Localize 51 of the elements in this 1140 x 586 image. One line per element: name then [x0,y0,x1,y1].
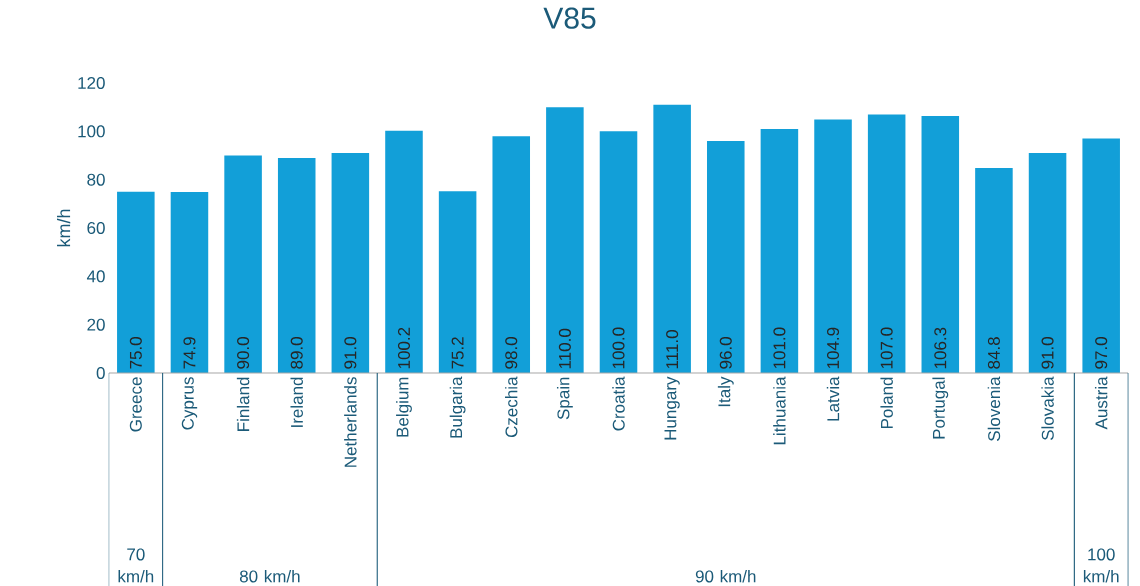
x-tick-label: Ireland [290,377,303,427]
x-tick-label: Croatia [612,376,625,431]
data-label: 90.0 [237,337,250,369]
y-tick-label: 0 [96,366,105,380]
data-label: 100.2 [397,327,411,369]
data-label: 110.0 [558,328,571,369]
x-tick-label: Italy [717,376,734,407]
x-tick-label: Spain [556,377,573,420]
data-label: 74.9 [183,337,196,369]
text: 70 km/h [118,548,154,583]
x-tick-label: Netherlands [344,377,357,467]
data-label: 104.9 [827,327,840,369]
data-label: 89.0 [290,337,303,369]
y-tick-label: 40 [86,270,105,283]
x-tick-label: Portugal [932,377,949,439]
data-label: 75.0 [129,337,142,369]
chart-title: V85 [543,7,596,29]
data-label: 107.0 [880,327,893,369]
y-tick-label: 20 [87,318,105,331]
data-label: 101.0 [773,327,786,369]
data-label: 96.0 [719,337,732,369]
text: 90 km/h [695,569,756,583]
y-axis-title: km/h [57,209,71,247]
data-label: 84.8 [987,337,1000,369]
x-tick-label: Czechia [505,376,518,438]
x-tick-label: Belgium [396,377,412,437]
x-tick-label: Hungary [664,376,680,440]
text: 80 km/h [239,569,300,583]
x-tick-label: Cyprus [181,377,198,430]
data-label: 100.0 [612,327,625,369]
y-tick-label: 120 [78,76,105,90]
data-label: 106.3 [934,327,947,369]
y-tick-label: 100 [78,125,105,138]
data-label: 75.2 [451,337,464,369]
x-tick-label: Slovenia [987,376,1001,441]
data-label: 111.0 [666,330,679,369]
x-tick-label: Greece [129,377,142,432]
x-tick-label: Bulgaria [449,376,466,438]
x-tick-label: Poland [880,377,893,429]
y-tick-label: 80 [87,173,105,186]
data-label: 97.0 [1095,337,1108,369]
data-label: 98.0 [505,337,518,369]
data-label: 91.0 [1041,337,1054,369]
y-tick-label: 60 [87,221,105,235]
x-tick-label: Austria [1094,376,1108,430]
text: 100 km/h [1083,548,1119,583]
x-tick-label: Lithuania [773,376,786,445]
data-label: 91.0 [344,337,357,369]
x-tick-label: Finland [236,377,250,431]
x-tick-label: Latvia [826,376,840,421]
x-tick-label: Slovakia [1041,376,1054,441]
